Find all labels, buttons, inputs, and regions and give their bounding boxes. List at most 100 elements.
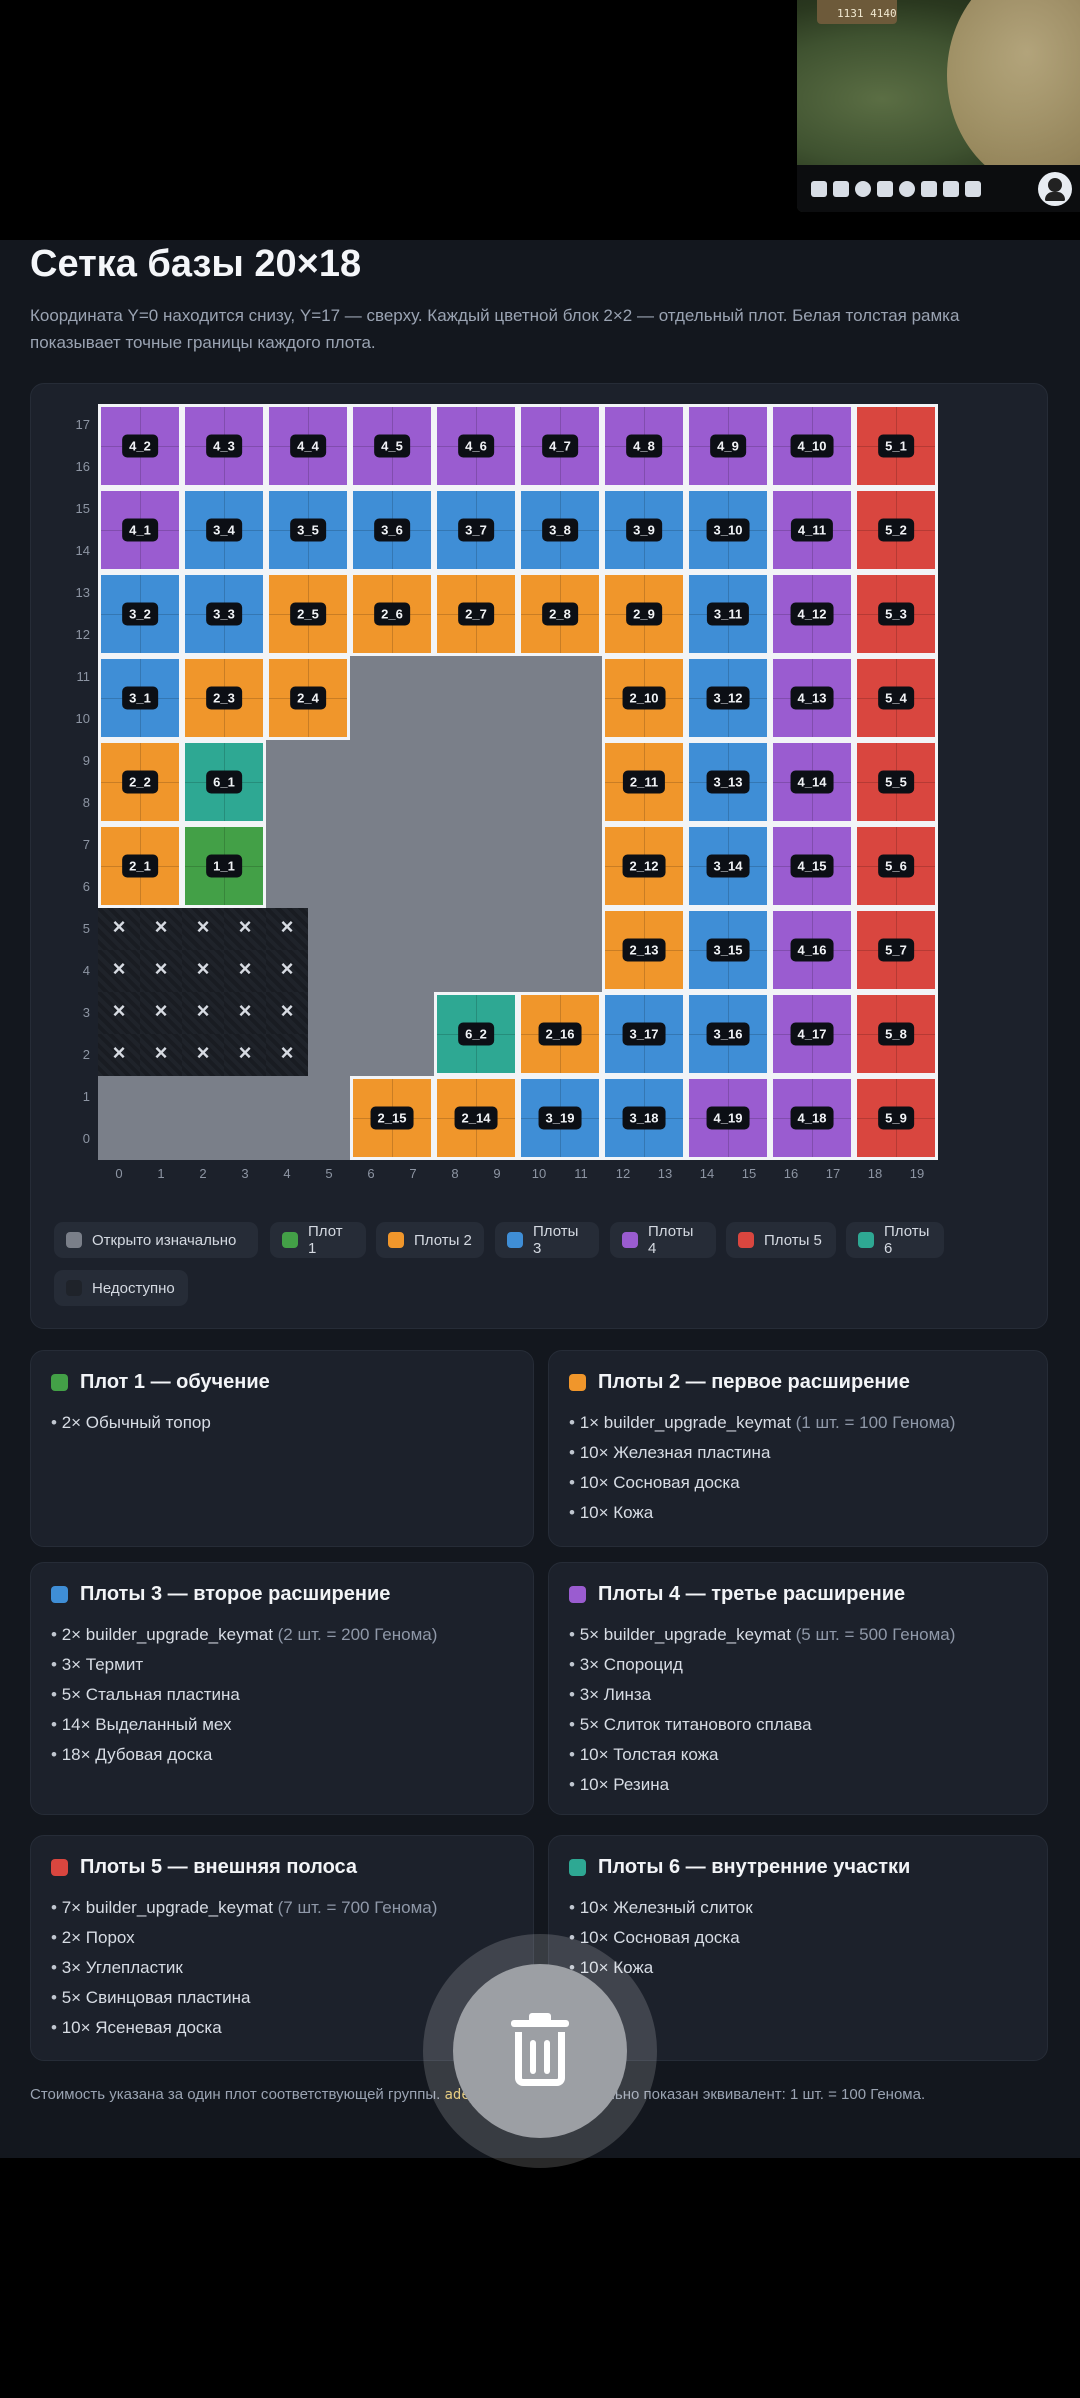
plot-2_14[interactable]: 2_14 (434, 1076, 518, 1160)
plot-5_9[interactable]: 5_9 (854, 1076, 938, 1160)
plot-4_2[interactable]: 4_2 (98, 404, 182, 488)
open-cell (476, 824, 518, 866)
plot-label: 3_11 (706, 602, 750, 626)
plot-2_8[interactable]: 2_8 (518, 572, 602, 656)
x-tick-label: 4 (283, 1166, 291, 1181)
plot-5_6[interactable]: 5_6 (854, 824, 938, 908)
plot-3_17[interactable]: 3_17 (602, 992, 686, 1076)
plot-3_9[interactable]: 3_9 (602, 488, 686, 572)
plot-2_2[interactable]: 2_2 (98, 740, 182, 824)
plot-6_2[interactable]: 6_2 (434, 992, 518, 1076)
plot-2_4[interactable]: 2_4 (266, 656, 350, 740)
plot-2_15[interactable]: 2_15 (350, 1076, 434, 1160)
card-title: Плоты 2 — первое расширение (569, 1371, 1027, 1394)
home-icon[interactable] (965, 180, 981, 197)
plot-5_5[interactable]: 5_5 (854, 740, 938, 824)
plot-4_17[interactable]: 4_17 (770, 992, 854, 1076)
plot-4_5[interactable]: 4_5 (350, 404, 434, 488)
locked-cell (98, 908, 140, 950)
floating-video-window[interactable]: 1131 4140 (797, 0, 1080, 212)
item-text: 2× builder_upgrade_keymat (61, 1625, 273, 1644)
plot-6_1[interactable]: 6_1 (182, 740, 266, 824)
card-item: 18× Дубовая доска (51, 1740, 513, 1770)
users-icon[interactable] (1038, 171, 1072, 206)
plot-2_16[interactable]: 2_16 (518, 992, 602, 1076)
plot-1_1[interactable]: 1_1 (182, 824, 266, 908)
plot-3_11[interactable]: 3_11 (686, 572, 770, 656)
plot-2_9[interactable]: 2_9 (602, 572, 686, 656)
plot-4_10[interactable]: 4_10 (770, 404, 854, 488)
open-cell (350, 740, 392, 782)
plot-4_15[interactable]: 4_15 (770, 824, 854, 908)
plot-5_8[interactable]: 5_8 (854, 992, 938, 1076)
item-text: 10× Резина (579, 1775, 670, 1794)
chat-icon[interactable] (811, 180, 827, 197)
plot-label: 3_9 (626, 518, 662, 542)
plot-4_14[interactable]: 4_14 (770, 740, 854, 824)
plot-3_6[interactable]: 3_6 (350, 488, 434, 572)
plot-4_19[interactable]: 4_19 (686, 1076, 770, 1160)
plot-label: 2_1 (122, 854, 158, 878)
plot-3_18[interactable]: 3_18 (602, 1076, 686, 1160)
open-cell (476, 908, 518, 950)
y-tick-label: 8 (82, 795, 90, 810)
plot-3_14[interactable]: 3_14 (686, 824, 770, 908)
x-tick-label: 5 (325, 1166, 333, 1181)
plot-5_2[interactable]: 5_2 (854, 488, 938, 572)
open-cell (476, 866, 518, 908)
plot-3_15[interactable]: 3_15 (686, 908, 770, 992)
plot-2_11[interactable]: 2_11 (602, 740, 686, 824)
plot-5_7[interactable]: 5_7 (854, 908, 938, 992)
plot-4_6[interactable]: 4_6 (434, 404, 518, 488)
plot-3_8[interactable]: 3_8 (518, 488, 602, 572)
plot-4_16[interactable]: 4_16 (770, 908, 854, 992)
plot-4_18[interactable]: 4_18 (770, 1076, 854, 1160)
plot-5_3[interactable]: 5_3 (854, 572, 938, 656)
plot-3_7[interactable]: 3_7 (434, 488, 518, 572)
plot-3_2[interactable]: 3_2 (98, 572, 182, 656)
plot-4_8[interactable]: 4_8 (602, 404, 686, 488)
open-cell (518, 908, 560, 950)
edit-icon[interactable] (943, 180, 959, 197)
plot-label: 2_9 (626, 602, 662, 626)
flag-icon[interactable] (921, 180, 937, 197)
plot-4_7[interactable]: 4_7 (518, 404, 602, 488)
plot-4_11[interactable]: 4_11 (770, 488, 854, 572)
card-item: 10× Ясеневая доска (51, 2013, 513, 2043)
map-icon[interactable] (877, 180, 893, 197)
plot-3_3[interactable]: 3_3 (182, 572, 266, 656)
plot-label: 5_9 (878, 1106, 914, 1130)
plot-4_9[interactable]: 4_9 (686, 404, 770, 488)
plot-3_4[interactable]: 3_4 (182, 488, 266, 572)
card-title-text: Плоты 4 — третье расширение (598, 1583, 906, 1605)
compass-icon[interactable] (899, 180, 915, 197)
plot-3_12[interactable]: 3_12 (686, 656, 770, 740)
plot-2_12[interactable]: 2_12 (602, 824, 686, 908)
plot-3_13[interactable]: 3_13 (686, 740, 770, 824)
tools-icon[interactable] (833, 180, 849, 197)
card-items: 7× builder_upgrade_keymat (7 шт. = 700 Г… (51, 1893, 513, 2043)
plot-4_1[interactable]: 4_1 (98, 488, 182, 572)
plot-2_10[interactable]: 2_10 (602, 656, 686, 740)
open-cell (266, 782, 308, 824)
plot-4_4[interactable]: 4_4 (266, 404, 350, 488)
plot-2_7[interactable]: 2_7 (434, 572, 518, 656)
plot-3_10[interactable]: 3_10 (686, 488, 770, 572)
plot-label: 3_1 (122, 686, 158, 710)
plot-3_5[interactable]: 3_5 (266, 488, 350, 572)
plot-3_19[interactable]: 3_19 (518, 1076, 602, 1160)
delete-button[interactable] (423, 1934, 657, 2168)
plot-3_16[interactable]: 3_16 (686, 992, 770, 1076)
plot-4_13[interactable]: 4_13 (770, 656, 854, 740)
plot-2_3[interactable]: 2_3 (182, 656, 266, 740)
plot-4_12[interactable]: 4_12 (770, 572, 854, 656)
plot-2_5[interactable]: 2_5 (266, 572, 350, 656)
plot-2_1[interactable]: 2_1 (98, 824, 182, 908)
plot-4_3[interactable]: 4_3 (182, 404, 266, 488)
plot-2_13[interactable]: 2_13 (602, 908, 686, 992)
plot-3_1[interactable]: 3_1 (98, 656, 182, 740)
plot-5_1[interactable]: 5_1 (854, 404, 938, 488)
plot-5_4[interactable]: 5_4 (854, 656, 938, 740)
settings-icon[interactable] (855, 180, 871, 197)
plot-2_6[interactable]: 2_6 (350, 572, 434, 656)
